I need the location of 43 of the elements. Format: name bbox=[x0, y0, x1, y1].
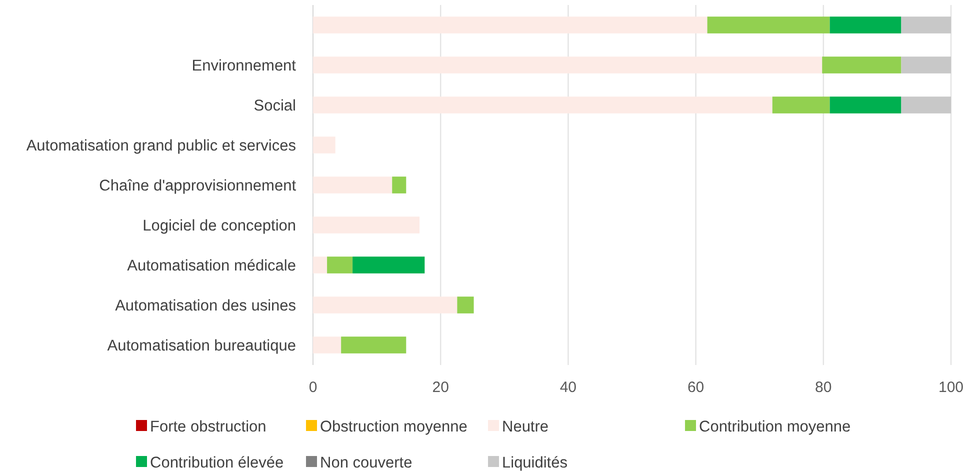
bar bbox=[313, 176, 392, 194]
bar bbox=[313, 256, 328, 274]
bar bbox=[313, 336, 342, 354]
legend-label: Neutre bbox=[502, 418, 549, 436]
y-tick-label: Automatisation bureautique bbox=[107, 337, 296, 354]
legend-label: Liquidités bbox=[502, 454, 568, 472]
bar bbox=[313, 96, 772, 114]
x-tick-label: 40 bbox=[560, 379, 577, 396]
bar bbox=[313, 16, 708, 34]
bar bbox=[901, 56, 951, 74]
bar bbox=[772, 96, 830, 114]
legend-label: Non couverte bbox=[320, 454, 412, 472]
legend-label: Contribution élevée bbox=[150, 454, 284, 472]
bar bbox=[830, 16, 902, 34]
y-tick-label: Automatisation grand public et services bbox=[26, 137, 296, 154]
bar bbox=[707, 16, 830, 34]
bar bbox=[901, 96, 951, 114]
bar bbox=[341, 336, 406, 354]
x-tick-label: 60 bbox=[687, 379, 704, 396]
y-tick-label: Automatisation des usines bbox=[115, 297, 296, 314]
x-tick-label: 20 bbox=[432, 379, 449, 396]
x-tick-label: 100 bbox=[938, 379, 964, 396]
y-tick-label: Social bbox=[254, 97, 296, 114]
bar bbox=[392, 176, 406, 194]
legend-label: Contribution moyenne bbox=[699, 418, 851, 436]
x-tick-label: 80 bbox=[815, 379, 832, 396]
y-tick-label: Chaîne d'approvisionnement bbox=[99, 177, 297, 194]
bar bbox=[313, 216, 420, 234]
y-tick-label: Environnement bbox=[192, 57, 297, 74]
bar bbox=[901, 16, 951, 34]
bar bbox=[313, 56, 822, 74]
y-tick-label: Automatisation médicale bbox=[127, 257, 296, 274]
bar bbox=[313, 136, 336, 154]
bar bbox=[327, 256, 353, 274]
legend-label: Obstruction moyenne bbox=[320, 418, 468, 436]
bar bbox=[352, 256, 425, 274]
bar bbox=[313, 296, 458, 314]
bar bbox=[830, 96, 902, 114]
bar bbox=[822, 56, 902, 74]
x-tick-label: 0 bbox=[308, 379, 318, 396]
y-tick-label: Logiciel de conception bbox=[142, 217, 296, 234]
legend-label: Forte obstruction bbox=[150, 418, 266, 436]
bar bbox=[457, 296, 474, 314]
